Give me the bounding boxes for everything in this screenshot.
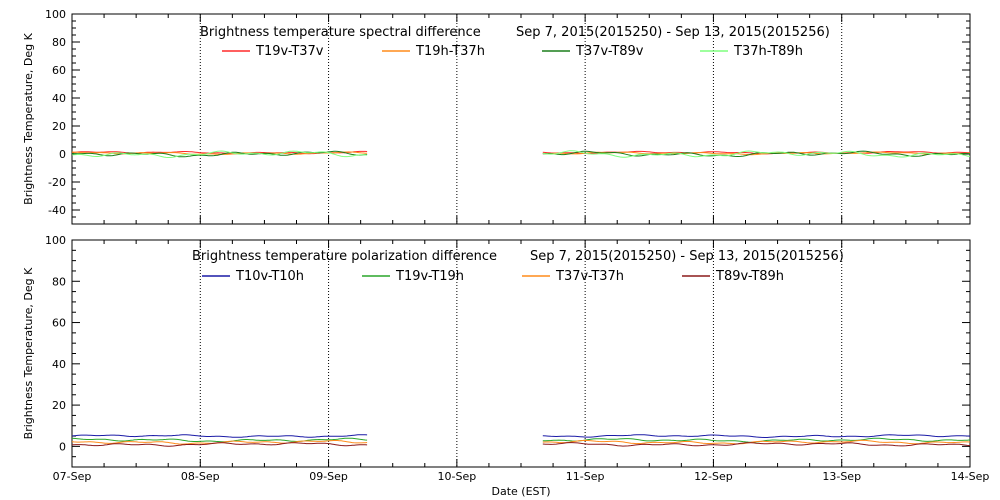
plot-frame-bottom	[71, 239, 971, 468]
ticks-bottom	[71, 239, 971, 468]
chart-title-top: Brightness temperature spectral differen…	[200, 25, 481, 40]
x-tick-label: 12-Sep	[694, 470, 733, 483]
series-line	[71, 434, 368, 438]
plot-frame-top	[71, 13, 971, 225]
date-range-bottom: Sep 7, 2015(2015250) - Sep 13, 2015(2015…	[530, 249, 844, 264]
series-line	[71, 442, 368, 447]
y-tick-labels-bottom: 0 20 40 60 80 100	[45, 234, 66, 453]
series-line	[542, 150, 971, 158]
legend-entry: T37v-T89v	[575, 44, 644, 59]
y-tick-label: 60	[52, 64, 66, 77]
y-tick-label: 100	[45, 234, 66, 247]
legend-entry: T89v-T89h	[715, 269, 784, 284]
polarization-difference-panel: 0 20 40 60 80 100 07-Sep 08-Sep 09-Sep 10-Sep 11-…	[22, 234, 989, 498]
series-lines-bottom	[71, 434, 971, 447]
series-line	[542, 150, 971, 158]
y-axis-label-top: Brightness Temperature, Deg K	[22, 32, 35, 204]
legend-entry: T10v-T10h	[235, 269, 304, 284]
y-tick-label: 60	[52, 317, 66, 330]
spectral-difference-panel: -40 -20 0 20 40 60 80 100 Brightness temperatur…	[22, 8, 971, 225]
legend-top: T19v-T37v T19h-T37h T37v-T89v T37h-T89h	[222, 44, 803, 59]
ticks-top	[71, 13, 971, 225]
y-tick-label: 0	[59, 440, 66, 453]
legend-entry: T37h-T89h	[733, 44, 803, 59]
series-line	[71, 150, 368, 158]
y-tick-label: 40	[52, 358, 66, 371]
y-tick-label: 20	[52, 399, 66, 412]
series-lines-top	[71, 150, 971, 158]
x-tick-label: 13-Sep	[822, 470, 861, 483]
y-tick-label: 40	[52, 92, 66, 105]
series-line	[542, 442, 971, 447]
legend-entry: T19v-T37v	[255, 44, 324, 59]
series-line	[71, 437, 368, 443]
y-tick-label: 20	[52, 120, 66, 133]
x-tick-label: 09-Sep	[309, 470, 348, 483]
y-tick-label: 80	[52, 275, 66, 288]
grid-lines-bottom	[199, 240, 843, 467]
x-tick-label: 08-Sep	[181, 470, 220, 483]
legend-entry: T37v-T37h	[555, 269, 624, 284]
y-tick-label: -40	[48, 204, 66, 217]
series-line	[542, 439, 971, 445]
x-tick-label: 14-Sep	[951, 470, 990, 483]
y-tick-label: 80	[52, 36, 66, 49]
x-tick-labels-bottom: 07-Sep 08-Sep 09-Sep 10-Sep 11-Sep 12-Sep 13-S…	[53, 470, 990, 483]
y-tick-labels-top: -40 -20 0 20 40 60 80 100	[45, 8, 66, 217]
legend-entry: T19h-T37h	[415, 44, 485, 59]
x-tick-label: 11-Sep	[566, 470, 605, 483]
chart-title-bottom: Brightness temperature polarization diff…	[192, 249, 497, 264]
legend-entry: T19v-T19h	[395, 269, 464, 284]
y-tick-label: 0	[59, 148, 66, 161]
y-tick-label: -20	[48, 176, 66, 189]
series-line	[542, 434, 971, 438]
series-line	[71, 150, 368, 158]
x-tick-label: 10-Sep	[438, 470, 477, 483]
y-axis-label-bottom: Brightness Temperature, Deg K	[22, 267, 35, 439]
y-tick-label: 100	[45, 8, 66, 21]
grid-lines-top	[199, 14, 843, 224]
legend-bottom: T10v-T10h T19v-T19h T37v-T37h T89v-T89h	[202, 269, 784, 284]
date-range-top: Sep 7, 2015(2015250) - Sep 13, 2015(2015…	[516, 25, 830, 40]
x-tick-label: 07-Sep	[53, 470, 92, 483]
x-axis-label: Date (EST)	[491, 485, 550, 498]
